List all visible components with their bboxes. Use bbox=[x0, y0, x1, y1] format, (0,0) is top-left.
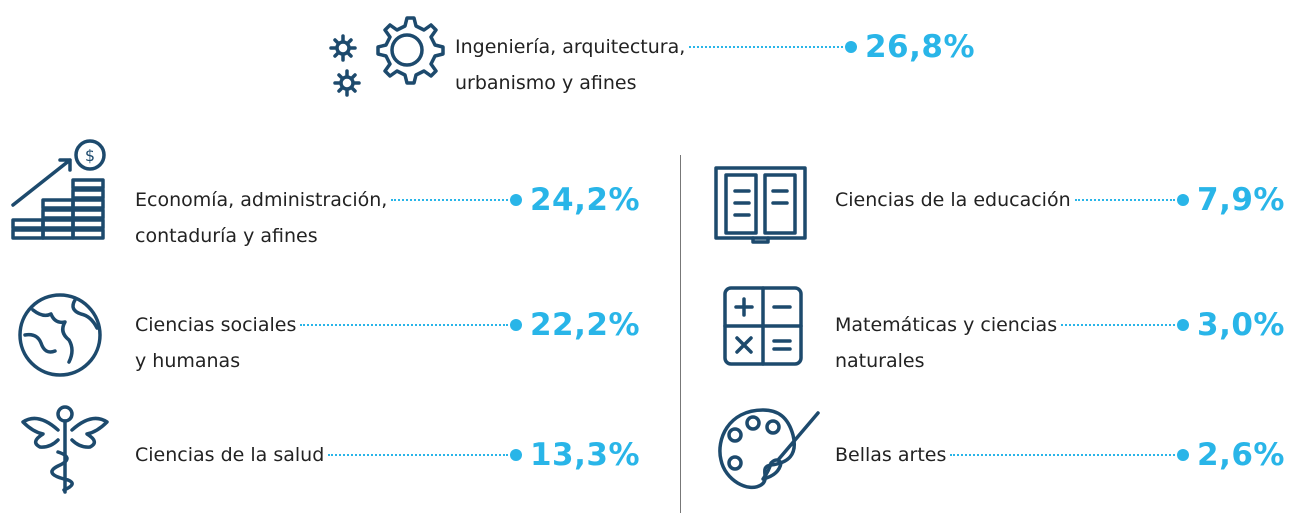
leader-dot bbox=[1177, 319, 1190, 331]
divider bbox=[680, 155, 681, 513]
svg-text:$: $ bbox=[85, 146, 95, 165]
category-value: 3,0% bbox=[1197, 307, 1285, 343]
leader-line bbox=[1074, 199, 1176, 201]
category-label: Economía, administración, bbox=[135, 189, 388, 211]
category-item: Ingeniería, arquitectura, 26,8% urbanismo … bbox=[455, 29, 975, 101]
category-row: Bellas artes 2,6% bbox=[835, 437, 1285, 473]
category-label: Bellas artes bbox=[835, 444, 947, 466]
category-label: Matemáticas y ciencias bbox=[835, 314, 1058, 336]
category-row: Ciencias de la salud 13,3% bbox=[135, 437, 640, 473]
category-row: Ciencias de la educación 7,9% bbox=[835, 182, 1285, 218]
category-label: Ciencias de la salud bbox=[135, 444, 325, 466]
category-item: Economía, administración, 24,2% contaduría… bbox=[135, 182, 640, 254]
leader-line bbox=[689, 46, 843, 48]
finance-icon: $ bbox=[11, 139, 106, 240]
calculator-icon bbox=[723, 286, 803, 366]
category-value: 22,2% bbox=[529, 307, 640, 343]
category-row: Ciencias sociales 22,2% bbox=[135, 307, 640, 343]
category-label: Ciencias de la educación bbox=[835, 189, 1071, 211]
leader-dot bbox=[1177, 194, 1190, 206]
category-item: Ciencias de la salud 13,3% bbox=[135, 437, 640, 473]
gear-icon bbox=[329, 16, 445, 97]
category-item: Bellas artes 2,6% bbox=[835, 437, 1285, 473]
leader-line bbox=[391, 199, 508, 201]
leader-dot bbox=[1177, 449, 1190, 461]
book-icon bbox=[714, 166, 807, 244]
category-value: 13,3% bbox=[529, 437, 640, 473]
category-item: Matemáticas y ciencias 3,0% naturales bbox=[835, 307, 1285, 379]
category-row: Matemáticas y ciencias 3,0% bbox=[835, 307, 1285, 343]
category-item: Ciencias sociales 22,2% y humanas bbox=[135, 307, 640, 379]
category-label: contaduría y afines bbox=[135, 225, 318, 247]
health-icon bbox=[21, 405, 109, 494]
leader-line bbox=[300, 324, 508, 326]
category-label: urbanismo y afines bbox=[455, 72, 637, 94]
leader-line bbox=[1061, 324, 1176, 326]
leader-line bbox=[950, 454, 1176, 456]
category-value: 24,2% bbox=[529, 182, 640, 218]
category-value: 7,9% bbox=[1197, 182, 1285, 218]
category-label: y humanas bbox=[135, 350, 241, 372]
leader-line bbox=[328, 454, 508, 456]
category-label: Ingeniería, arquitectura, bbox=[455, 36, 686, 58]
category-row: Ingeniería, arquitectura, 26,8% bbox=[455, 29, 975, 65]
leader-dot bbox=[509, 194, 522, 206]
category-row: Economía, administración, 24,2% bbox=[135, 182, 640, 218]
category-label: Ciencias sociales bbox=[135, 314, 297, 336]
category-label: naturales bbox=[835, 350, 925, 372]
category-value: 26,8% bbox=[864, 29, 975, 65]
category-value: 2,6% bbox=[1197, 437, 1285, 473]
palette-icon bbox=[718, 408, 820, 490]
leader-dot bbox=[509, 449, 522, 461]
category-item: Ciencias de la educación 7,9% bbox=[835, 182, 1285, 218]
leader-dot bbox=[509, 319, 522, 331]
globe-icon bbox=[18, 293, 102, 377]
leader-dot bbox=[844, 41, 857, 53]
